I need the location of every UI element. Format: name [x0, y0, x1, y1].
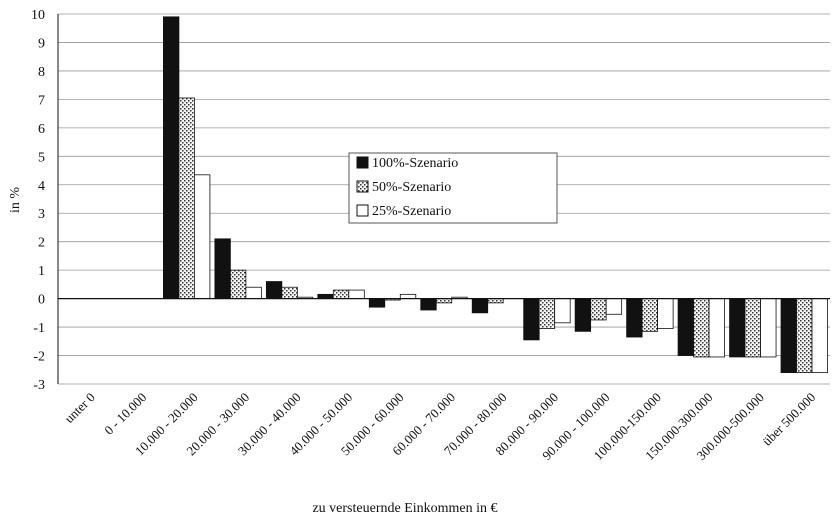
legend-box [348, 152, 558, 224]
bar-series-1 [471, 298, 489, 314]
legend-item-100: 100%-Szenario [356, 156, 458, 171]
legend-label-50: 50%-Szenario [372, 180, 451, 195]
bar-series-1 [729, 298, 746, 358]
legend: 100%-Szenario 50%-Szenario 25%-Szenario [348, 152, 558, 224]
legend-label-100: 100%-Szenario [372, 156, 458, 171]
legend-swatch-50 [356, 180, 369, 193]
y-tick-label: 1 [38, 264, 45, 279]
y-tick-label: 2 [38, 236, 45, 251]
legend-swatch-25 [356, 204, 369, 217]
bar-series-1 [523, 298, 540, 341]
bar-series-2 [229, 269, 247, 300]
bar-series-1 [780, 298, 797, 374]
bar-series-1 [626, 298, 643, 338]
bar-series-1 [368, 298, 386, 308]
bar-series-3 [399, 293, 417, 300]
y-tick-label: 8 [38, 65, 45, 80]
y-tick-label: 6 [38, 122, 45, 137]
bar-series-3 [760, 298, 777, 358]
bar-series-3 [811, 298, 828, 374]
y-tick-label: 4 [38, 179, 45, 194]
bar-series-3 [708, 298, 725, 358]
bar-series-2 [487, 298, 504, 304]
x-tick-label: 0 - 10.000 [101, 390, 149, 438]
bar-series-2 [178, 97, 195, 300]
bar-series-3 [194, 174, 211, 300]
legend-label-25: 25%-Szenario [372, 204, 451, 219]
bar-series-3 [348, 289, 365, 300]
bar-series-2 [744, 298, 761, 358]
y-tick-label: 5 [38, 150, 45, 165]
bar-series-2 [590, 298, 607, 321]
bar-series-1 [163, 16, 180, 300]
x-tick-label: unter 0 [61, 390, 97, 426]
bar-series-2 [693, 298, 710, 358]
y-tick-label: -2 [33, 350, 45, 365]
bar-series-1 [574, 298, 592, 332]
y-tick-label: 0 [38, 293, 45, 308]
bar-series-2 [332, 289, 350, 300]
legend-item-50: 50%-Szenario [356, 180, 451, 195]
bar-series-3 [554, 298, 571, 324]
bar-series-2 [435, 298, 453, 304]
y-tick-label: 9 [38, 36, 45, 51]
bar-series-3 [605, 298, 623, 315]
bar-series-1 [677, 298, 694, 356]
x-tick-label: über 500.000 [759, 390, 818, 449]
legend-swatch-100 [356, 156, 369, 169]
y-tick-label: 7 [38, 93, 45, 108]
y-axis-title: in % [8, 187, 23, 213]
y-tick-label: -1 [33, 321, 45, 336]
x-axis-title: zu versteuernde Einkommen in € [312, 501, 497, 516]
bar-series-1 [265, 281, 283, 300]
bar-series-3 [657, 298, 674, 329]
y-tick-label: -3 [33, 378, 45, 393]
legend-item-25: 25%-Szenario [356, 204, 451, 219]
y-tick-label: 3 [38, 207, 45, 222]
bar-series-1 [420, 298, 437, 311]
bar-series-2 [641, 298, 659, 332]
bar-series-1 [214, 238, 231, 300]
bar-series-2 [796, 298, 813, 374]
bar-series-2 [281, 286, 298, 300]
bar-series-3 [245, 286, 262, 300]
bar-series-1 [317, 293, 334, 300]
y-tick-label: 10 [31, 8, 45, 23]
bar-series-2 [538, 298, 556, 329]
